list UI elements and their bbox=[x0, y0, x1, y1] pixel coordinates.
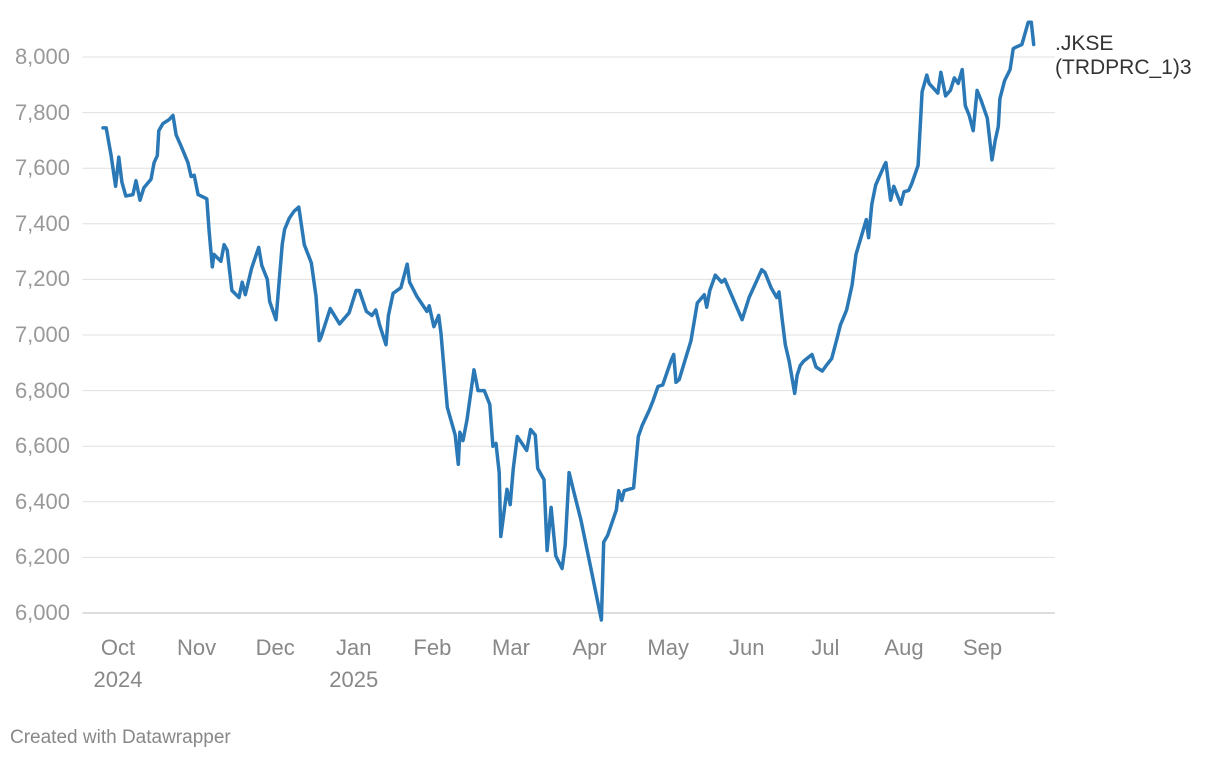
x-tick-label: Mar bbox=[492, 635, 530, 660]
y-tick-label: 6,200 bbox=[14, 544, 70, 570]
y-tick-label: 8,000 bbox=[14, 44, 70, 69]
x-tick-label: May bbox=[647, 635, 689, 660]
y-tick-label: 7,600 bbox=[14, 155, 70, 181]
y-tick-label: 7,400 bbox=[14, 210, 70, 236]
x-tick-label: Aug bbox=[884, 635, 924, 660]
x-tick-label: Dec bbox=[255, 635, 295, 660]
line-series bbox=[101, 20, 1036, 622]
x-tick-label: Jul bbox=[811, 635, 840, 660]
footer: Created with Datawrapper bbox=[10, 727, 231, 748]
x-tick-label: Nov bbox=[177, 635, 217, 660]
y-tick-label: 7,200 bbox=[14, 266, 70, 292]
series-label: .JKSE (TRDPRC_1)3 bbox=[1055, 32, 1192, 79]
y-tick-label: 6,600 bbox=[14, 433, 70, 459]
x-tick-label: Oct 2024 bbox=[93, 635, 143, 692]
x-tick-label: Feb bbox=[413, 635, 452, 660]
y-tick-label: 7,000 bbox=[14, 322, 70, 347]
y-tick-label: 7,800 bbox=[14, 99, 70, 125]
y-tick-label: 6,400 bbox=[14, 488, 70, 514]
y-tick-label: 6,000 bbox=[14, 600, 70, 625]
x-tick-label: Jun bbox=[729, 635, 765, 660]
x-tick-label: Jan 2025 bbox=[329, 635, 379, 692]
x-tick-label: Sep bbox=[963, 635, 1003, 660]
x-tick-label: Apr bbox=[572, 635, 607, 660]
y-tick-label: 6,800 bbox=[14, 377, 70, 403]
